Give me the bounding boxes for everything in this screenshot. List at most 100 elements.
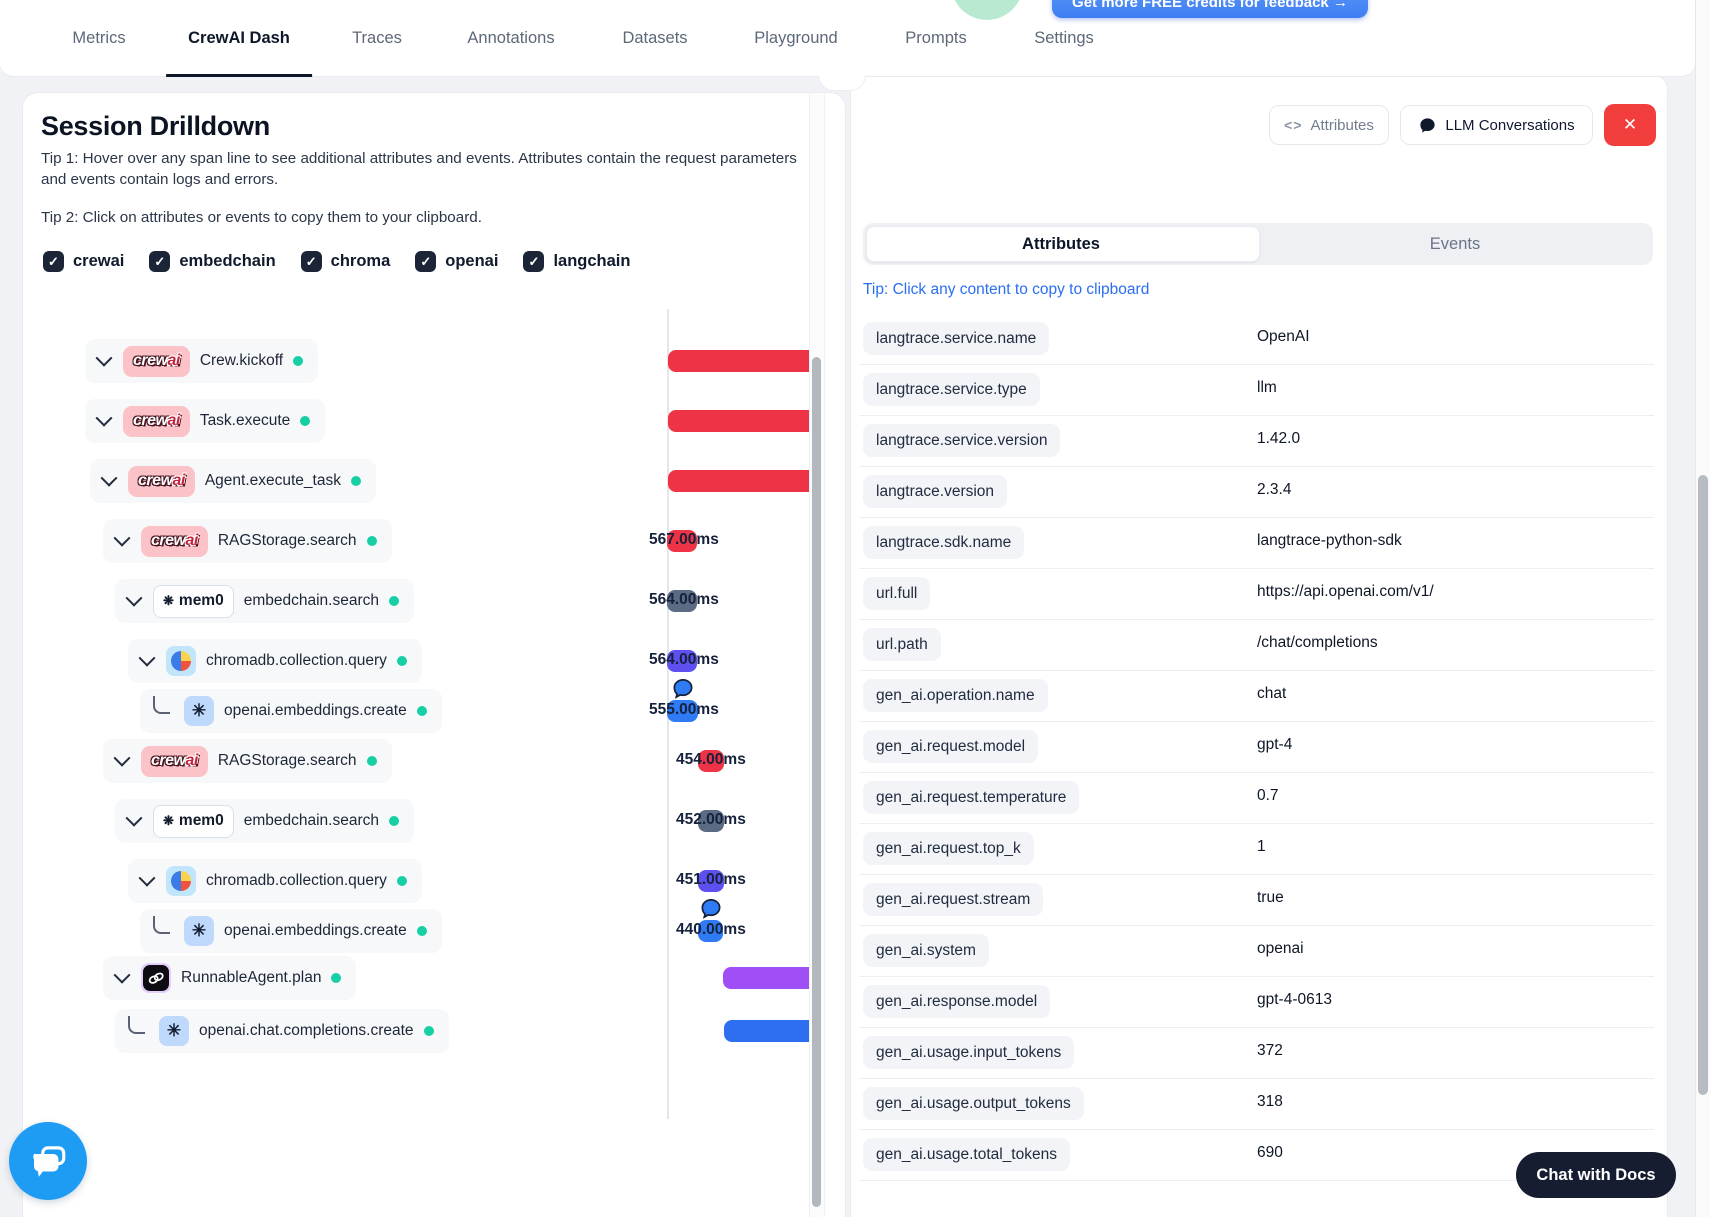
filter-openai[interactable]: ✓ openai <box>415 251 498 272</box>
nav-tab-prompts[interactable]: Prompts <box>905 28 967 47</box>
chevron-down-icon[interactable] <box>125 809 143 827</box>
attribute-value[interactable]: gpt-4 <box>1257 736 1293 753</box>
attribute-key[interactable]: gen_ai.operation.name <box>863 679 1048 712</box>
span-row-ragstorage-search[interactable]: crew ai RAGStorage.search <box>103 739 392 783</box>
attribute-key[interactable]: gen_ai.response.model <box>863 985 1051 1018</box>
close-button[interactable]: ✕ <box>1604 104 1656 146</box>
attribute-value[interactable]: 1 <box>1257 838 1266 855</box>
attribute-value[interactable]: gpt-4-0613 <box>1257 991 1332 1008</box>
checkbox-openai[interactable]: ✓ <box>415 251 437 272</box>
attribute-key[interactable]: gen_ai.request.temperature <box>863 781 1080 814</box>
attribute-value[interactable]: https://api.openai.com/v1/ <box>1257 583 1434 600</box>
chevron-down-icon[interactable] <box>95 349 113 367</box>
span-row-agent-execute-task[interactable]: crew ai Agent.execute_task <box>90 459 376 503</box>
attribute-value[interactable]: /chat/completions <box>1257 634 1378 651</box>
attribute-value[interactable]: 690 <box>1257 1144 1283 1161</box>
attribute-key[interactable]: gen_ai.request.stream <box>863 883 1044 916</box>
chevron-down-icon[interactable] <box>113 966 131 984</box>
span-row-openai-embeddings-create[interactable]: ✳ openai.embeddings.create <box>140 909 442 953</box>
page-scrollbar-thumb[interactable] <box>1698 475 1708 1095</box>
span-row-openai-embeddings-create[interactable]: ✳ openai.embeddings.create <box>140 689 442 733</box>
duration-bar[interactable] <box>667 700 698 722</box>
attribute-value[interactable]: 318 <box>1257 1093 1283 1110</box>
nav-tab-datasets[interactable]: Datasets <box>622 28 688 47</box>
duration-bar[interactable] <box>667 650 697 672</box>
span-row-embedchain-search[interactable]: ❋ mem0 embedchain.search <box>115 799 414 843</box>
attribute-key[interactable]: gen_ai.usage.output_tokens <box>863 1087 1084 1120</box>
duration-bar[interactable] <box>698 750 724 772</box>
chevron-down-icon[interactable] <box>138 869 156 887</box>
span-row-ragstorage-search[interactable]: crew ai RAGStorage.search <box>103 519 392 563</box>
llm-conversation-icon[interactable] <box>699 897 723 925</box>
attribute-value[interactable]: true <box>1257 889 1284 906</box>
chevron-down-icon[interactable] <box>138 649 156 667</box>
tab-attributes[interactable]: Attributes <box>1022 234 1100 253</box>
attribute-value[interactable]: 372 <box>1257 1042 1283 1059</box>
span-row-embedchain-search[interactable]: ❋ mem0 embedchain.search <box>115 579 414 623</box>
chat-with-docs-button[interactable]: Chat with Docs <box>1516 1152 1676 1198</box>
checkbox-chroma[interactable]: ✓ <box>300 251 322 272</box>
duration-bar[interactable] <box>668 470 809 492</box>
attribute-key[interactable]: gen_ai.request.model <box>863 730 1039 763</box>
attribute-key[interactable]: gen_ai.usage.input_tokens <box>863 1036 1075 1069</box>
chat-widget-button[interactable] <box>9 1122 87 1200</box>
panel-scrollbar-thumb[interactable] <box>812 357 821 1207</box>
span-row-chromadb-collection-query[interactable]: chromadb.collection.query <box>128 859 422 903</box>
attribute-key[interactable]: langtrace.service.type <box>863 373 1040 406</box>
attribute-value[interactable]: chat <box>1257 685 1287 702</box>
duration-bar[interactable] <box>667 530 697 552</box>
attribute-value[interactable]: 0.7 <box>1257 787 1279 804</box>
span-row-crew-kickoff[interactable]: crew ai Crew.kickoff <box>85 339 319 383</box>
attribute-key[interactable]: langtrace.sdk.name <box>863 526 1025 559</box>
attribute-value[interactable]: 1.42.0 <box>1257 430 1301 447</box>
nav-tab-annotations[interactable]: Annotations <box>467 28 555 47</box>
attribute-key[interactable]: url.path <box>863 628 941 661</box>
attribute-value[interactable]: 2.3.4 <box>1257 481 1292 498</box>
attribute-key[interactable]: gen_ai.system <box>863 934 989 967</box>
attribute-key[interactable]: gen_ai.usage.total_tokens <box>863 1138 1070 1171</box>
duration-bar[interactable] <box>698 870 724 892</box>
attribute-key[interactable]: langtrace.version <box>863 475 1008 508</box>
llm-conversations-button[interactable]: LLM Conversations <box>1400 105 1593 145</box>
attribute-value[interactable]: openai <box>1257 940 1304 957</box>
chevron-down-icon[interactable] <box>113 749 131 767</box>
nav-tab-settings[interactable]: Settings <box>1034 28 1094 47</box>
attribute-key[interactable]: gen_ai.request.top_k <box>863 832 1034 865</box>
filter-langchain[interactable]: ✓ langchain <box>523 251 630 272</box>
attribute-value[interactable]: OpenAI <box>1257 328 1310 345</box>
llm-conversation-icon[interactable] <box>671 677 695 705</box>
span-row-chromadb-collection-query[interactable]: chromadb.collection.query <box>128 639 422 683</box>
span-row-runnableagent-plan[interactable]: RunnableAgent.plan <box>103 956 357 1000</box>
tab-events[interactable]: Events <box>1429 234 1481 253</box>
attributes-button[interactable]: <> Attributes <box>1269 105 1389 145</box>
chevron-down-icon[interactable] <box>100 469 118 487</box>
duration-bar[interactable] <box>723 967 809 989</box>
filter-crewai[interactable]: ✓ crewai <box>43 251 124 272</box>
duration-bar[interactable] <box>668 410 809 432</box>
chevron-down-icon[interactable] <box>95 409 113 427</box>
attribute-key[interactable]: langtrace.service.name <box>863 322 1050 355</box>
page-scrollbar[interactable] <box>1695 0 1710 1217</box>
duration-bar[interactable] <box>668 350 809 372</box>
nav-tab-metrics[interactable]: Metrics <box>72 28 126 47</box>
attribute-value[interactable]: langtrace-python-sdk <box>1257 532 1402 549</box>
nav-tab-playground[interactable]: Playground <box>754 28 838 47</box>
filter-chroma[interactable]: ✓ chroma <box>300 251 390 272</box>
checkbox-crewai[interactable]: ✓ <box>43 251 64 272</box>
panel-scrollbar[interactable] <box>809 93 825 1217</box>
duration-bar[interactable] <box>698 920 723 942</box>
filter-embedchain[interactable]: ✓ embedchain <box>149 251 276 272</box>
span-row-task-execute[interactable]: crew ai Task.execute <box>85 399 326 443</box>
nav-tab-traces[interactable]: Traces <box>352 28 402 47</box>
copy-clipboard-tip[interactable]: Tip: Click any content to copy to clipbo… <box>863 281 1150 298</box>
span-row-openai-chat-completions-create[interactable]: ✳ openai.chat.completions.create <box>115 1009 449 1053</box>
duration-bar[interactable] <box>698 810 724 832</box>
checkbox-embedchain[interactable]: ✓ <box>149 251 171 272</box>
nav-tab-crewai-dash[interactable]: CrewAI Dash <box>166 0 312 77</box>
chevron-down-icon[interactable] <box>113 529 131 547</box>
duration-bar[interactable] <box>667 590 697 612</box>
attribute-key[interactable]: langtrace.service.version <box>863 424 1061 457</box>
chevron-down-icon[interactable] <box>125 589 143 607</box>
attribute-value[interactable]: llm <box>1257 379 1277 396</box>
credits-button[interactable]: Get more FREE credits for feedback → <box>1052 0 1368 18</box>
